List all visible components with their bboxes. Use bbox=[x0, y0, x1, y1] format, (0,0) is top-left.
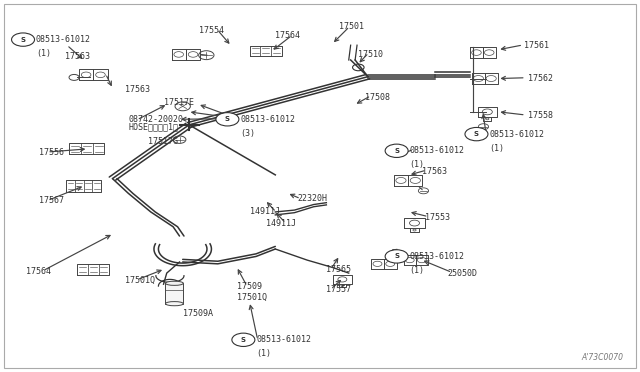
Text: 17501Q: 17501Q bbox=[125, 276, 156, 285]
Circle shape bbox=[12, 33, 35, 46]
Text: S: S bbox=[241, 337, 246, 343]
Text: 08742-20020: 08742-20020 bbox=[129, 115, 184, 124]
Circle shape bbox=[216, 113, 239, 126]
Text: 17556: 17556 bbox=[39, 148, 64, 157]
Circle shape bbox=[385, 250, 408, 263]
Text: 14911J: 14911J bbox=[266, 219, 296, 228]
Text: 17564: 17564 bbox=[26, 267, 51, 276]
Text: (1): (1) bbox=[410, 160, 424, 169]
Text: (1): (1) bbox=[256, 349, 271, 358]
Text: 17567: 17567 bbox=[39, 196, 64, 205]
Text: (3): (3) bbox=[240, 129, 255, 138]
Text: S: S bbox=[20, 36, 26, 43]
Text: 22320H: 22320H bbox=[298, 195, 328, 203]
Circle shape bbox=[465, 128, 488, 141]
Text: 17557: 17557 bbox=[326, 285, 351, 294]
Text: 14911J: 14911J bbox=[250, 208, 280, 217]
Text: (1): (1) bbox=[410, 266, 424, 275]
Ellipse shape bbox=[166, 281, 183, 285]
Circle shape bbox=[232, 333, 255, 346]
Text: 08513-61012: 08513-61012 bbox=[240, 115, 295, 124]
Bar bbox=[166, 283, 183, 304]
Text: (1): (1) bbox=[36, 49, 51, 58]
Text: 08513-61012: 08513-61012 bbox=[256, 335, 311, 344]
Text: 08513-61012: 08513-61012 bbox=[489, 129, 544, 139]
Text: 17565: 17565 bbox=[326, 265, 351, 274]
Text: A'73C0070: A'73C0070 bbox=[581, 353, 623, 362]
Text: 17508: 17508 bbox=[365, 93, 390, 102]
Text: S: S bbox=[394, 148, 399, 154]
Text: 17509A: 17509A bbox=[182, 310, 212, 318]
Text: 17561: 17561 bbox=[524, 41, 549, 50]
Text: 08513-61012: 08513-61012 bbox=[410, 252, 465, 261]
Circle shape bbox=[385, 144, 408, 157]
Ellipse shape bbox=[166, 302, 183, 306]
Text: 17563: 17563 bbox=[422, 167, 447, 176]
Text: 17501Q: 17501Q bbox=[237, 293, 267, 302]
Text: 17509: 17509 bbox=[237, 282, 262, 291]
Text: 17517E: 17517E bbox=[164, 98, 193, 107]
Text: 17501: 17501 bbox=[339, 22, 364, 31]
Text: 17517G: 17517G bbox=[148, 137, 177, 146]
Text: 17563: 17563 bbox=[65, 52, 90, 61]
Text: 08513-61012: 08513-61012 bbox=[410, 146, 465, 155]
Text: S: S bbox=[394, 253, 399, 259]
Text: HOSEホース（1）: HOSEホース（1） bbox=[129, 122, 179, 131]
Text: 17564: 17564 bbox=[275, 31, 300, 41]
Text: S: S bbox=[474, 131, 479, 137]
Text: 17510: 17510 bbox=[358, 50, 383, 59]
Text: 17554: 17554 bbox=[198, 26, 223, 35]
Text: 17563: 17563 bbox=[125, 85, 150, 94]
Text: 08513-61012: 08513-61012 bbox=[36, 35, 91, 44]
Text: 17562: 17562 bbox=[527, 74, 552, 83]
Text: 25050D: 25050D bbox=[448, 269, 477, 278]
Text: S: S bbox=[225, 116, 230, 122]
Text: (1): (1) bbox=[489, 144, 504, 153]
Text: 17553: 17553 bbox=[426, 213, 451, 222]
Text: 17558: 17558 bbox=[527, 111, 552, 120]
